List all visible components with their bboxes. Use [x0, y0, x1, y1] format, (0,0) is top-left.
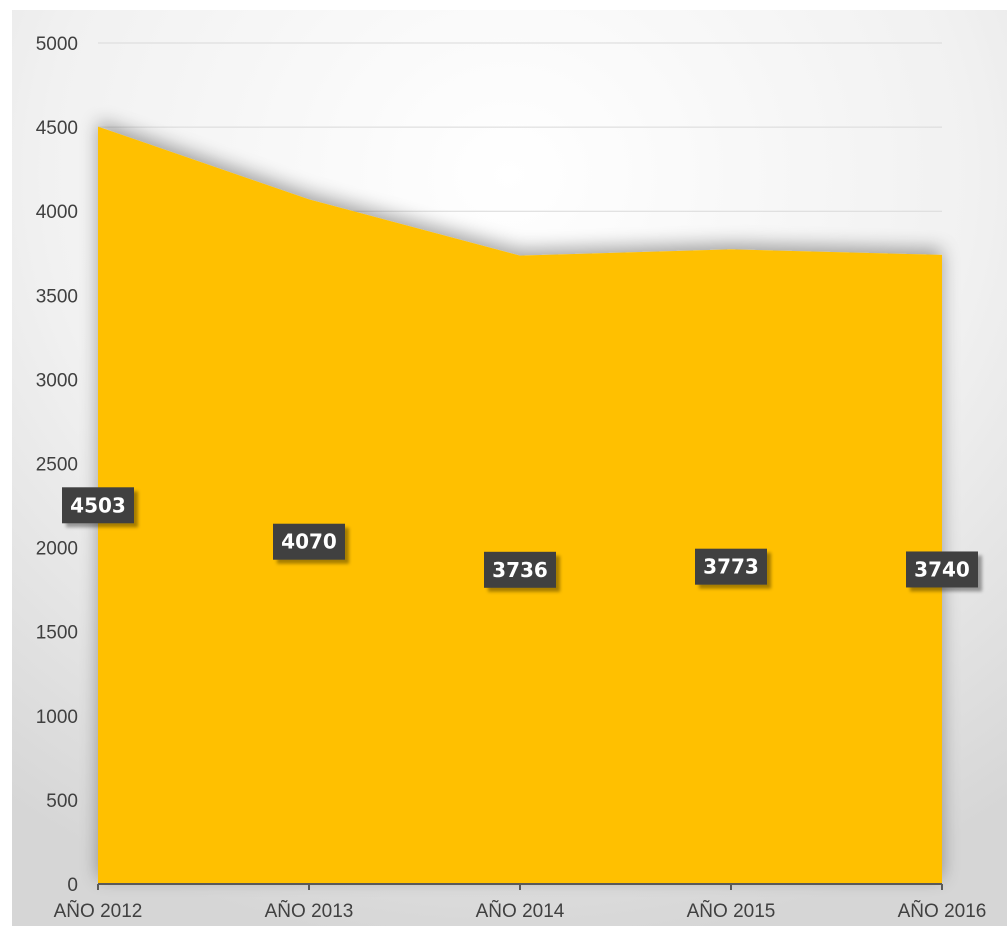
y-tick-label: 5000: [36, 34, 78, 55]
data-label-text: 3736: [492, 558, 548, 582]
area-series: [98, 126, 942, 884]
y-axis-ticks: 0 500 1000 1500 2000 2500 3000 3500 4000 4500 5000: [36, 34, 78, 896]
y-tick-label: 0: [67, 875, 78, 896]
data-label-text: 4070: [281, 530, 337, 554]
data-label-box: [273, 523, 345, 560]
y-tick-label: 4000: [36, 202, 78, 223]
y-tick-label: 3500: [36, 286, 78, 307]
data-label-box: [484, 551, 556, 588]
data-label-text: 3773: [703, 555, 759, 579]
x-axis: [97, 883, 943, 890]
data-label-box: [695, 548, 767, 585]
data-label: 3773: [695, 548, 767, 585]
y-tick-label: 2500: [36, 455, 78, 476]
y-tick-label: 4500: [36, 118, 78, 139]
y-tick-label: 1500: [36, 623, 78, 644]
x-tick-label: AÑO 2015: [687, 900, 776, 922]
data-labels: 4503 4070 3736 3773 3740: [62, 487, 978, 588]
x-tick-label: AÑO 2012: [54, 900, 143, 922]
data-label: 4503: [62, 487, 134, 524]
data-label-box: [906, 551, 978, 588]
x-tick-label: AÑO 2016: [898, 900, 987, 922]
x-axis-ticks: AÑO 2012 AÑO 2013 AÑO 2014 AÑO 2015 AÑO 2016: [54, 900, 987, 922]
data-label: 3736: [484, 551, 556, 588]
data-label: 4070: [273, 523, 345, 560]
data-label: 3740: [906, 551, 978, 588]
data-label-box: [62, 487, 134, 524]
y-tick-label: 1000: [36, 707, 78, 728]
x-tick-label: AÑO 2013: [265, 900, 354, 922]
y-tick-label: 3000: [36, 370, 78, 391]
y-tick-label: 500: [46, 791, 78, 812]
data-label-text: 4503: [70, 493, 126, 517]
area-series-fill: [98, 126, 942, 884]
x-tick-label: AÑO 2014: [476, 900, 565, 922]
y-tick-label: 2000: [36, 539, 78, 560]
data-label-text: 3740: [914, 557, 970, 581]
